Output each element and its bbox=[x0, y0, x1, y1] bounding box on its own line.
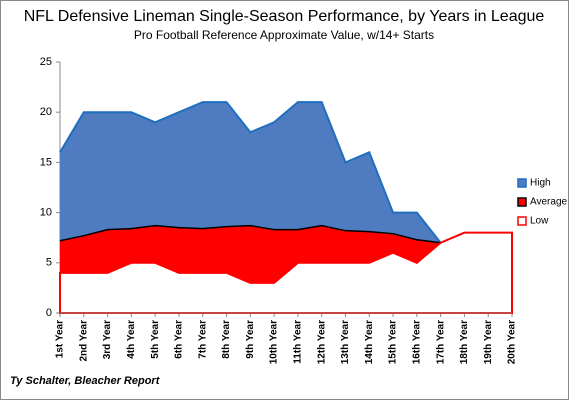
x-tick-label: 1st Year bbox=[55, 320, 66, 358]
x-tick-label: 18th Year bbox=[459, 320, 470, 364]
x-tick-label: 2nd Year bbox=[78, 320, 89, 362]
x-tick-label: 15th Year bbox=[388, 320, 399, 364]
legend-swatch bbox=[517, 197, 527, 207]
x-tick-label: 9th Year bbox=[245, 320, 256, 359]
x-tick-label: 14th Year bbox=[364, 320, 375, 364]
y-tick-label: 20 bbox=[40, 106, 52, 118]
y-tick-label: 0 bbox=[46, 307, 52, 319]
x-tick-label: 5th Year bbox=[150, 320, 161, 359]
y-tick-label: 25 bbox=[40, 56, 52, 68]
x-tick-label: 8th Year bbox=[221, 320, 232, 359]
legend-label: Low bbox=[530, 216, 549, 227]
x-tick-label: 13th Year bbox=[340, 320, 351, 364]
x-tick-label: 6th Year bbox=[174, 320, 185, 359]
x-tick-label: 7th Year bbox=[197, 320, 208, 359]
x-tick-label: 10th Year bbox=[269, 320, 280, 364]
legend-label: High bbox=[530, 178, 551, 189]
x-tick-label: 20th Year bbox=[507, 320, 518, 364]
legend-swatch bbox=[517, 216, 527, 226]
legend-label: Average bbox=[530, 197, 568, 208]
legend-swatch bbox=[517, 178, 527, 188]
area-line bbox=[59, 101, 442, 244]
source: Ty Schalter, Bleacher Report bbox=[10, 375, 161, 387]
x-tick-label: 3rd Year bbox=[102, 320, 113, 359]
x-tick-label: 16th Year bbox=[411, 320, 422, 364]
y-tick-label: 5 bbox=[46, 257, 52, 269]
x-tick-label: 17th Year bbox=[435, 320, 446, 364]
x-tick-label: 19th Year bbox=[483, 320, 494, 364]
x-tick-label: 4th Year bbox=[126, 320, 137, 359]
x-tick-label: 12th Year bbox=[316, 320, 327, 364]
area-low bbox=[59, 231, 513, 314]
area-line bbox=[59, 224, 441, 244]
y-tick-label: 15 bbox=[40, 156, 52, 168]
y-tick-label: 10 bbox=[40, 207, 52, 219]
x-tick-label: 11th Year bbox=[293, 320, 304, 364]
chart-subtitle: Pro Football Reference Approximate Value… bbox=[134, 28, 434, 42]
chart-title: NFL Defensive Lineman Single-Season Perf… bbox=[24, 8, 545, 25]
